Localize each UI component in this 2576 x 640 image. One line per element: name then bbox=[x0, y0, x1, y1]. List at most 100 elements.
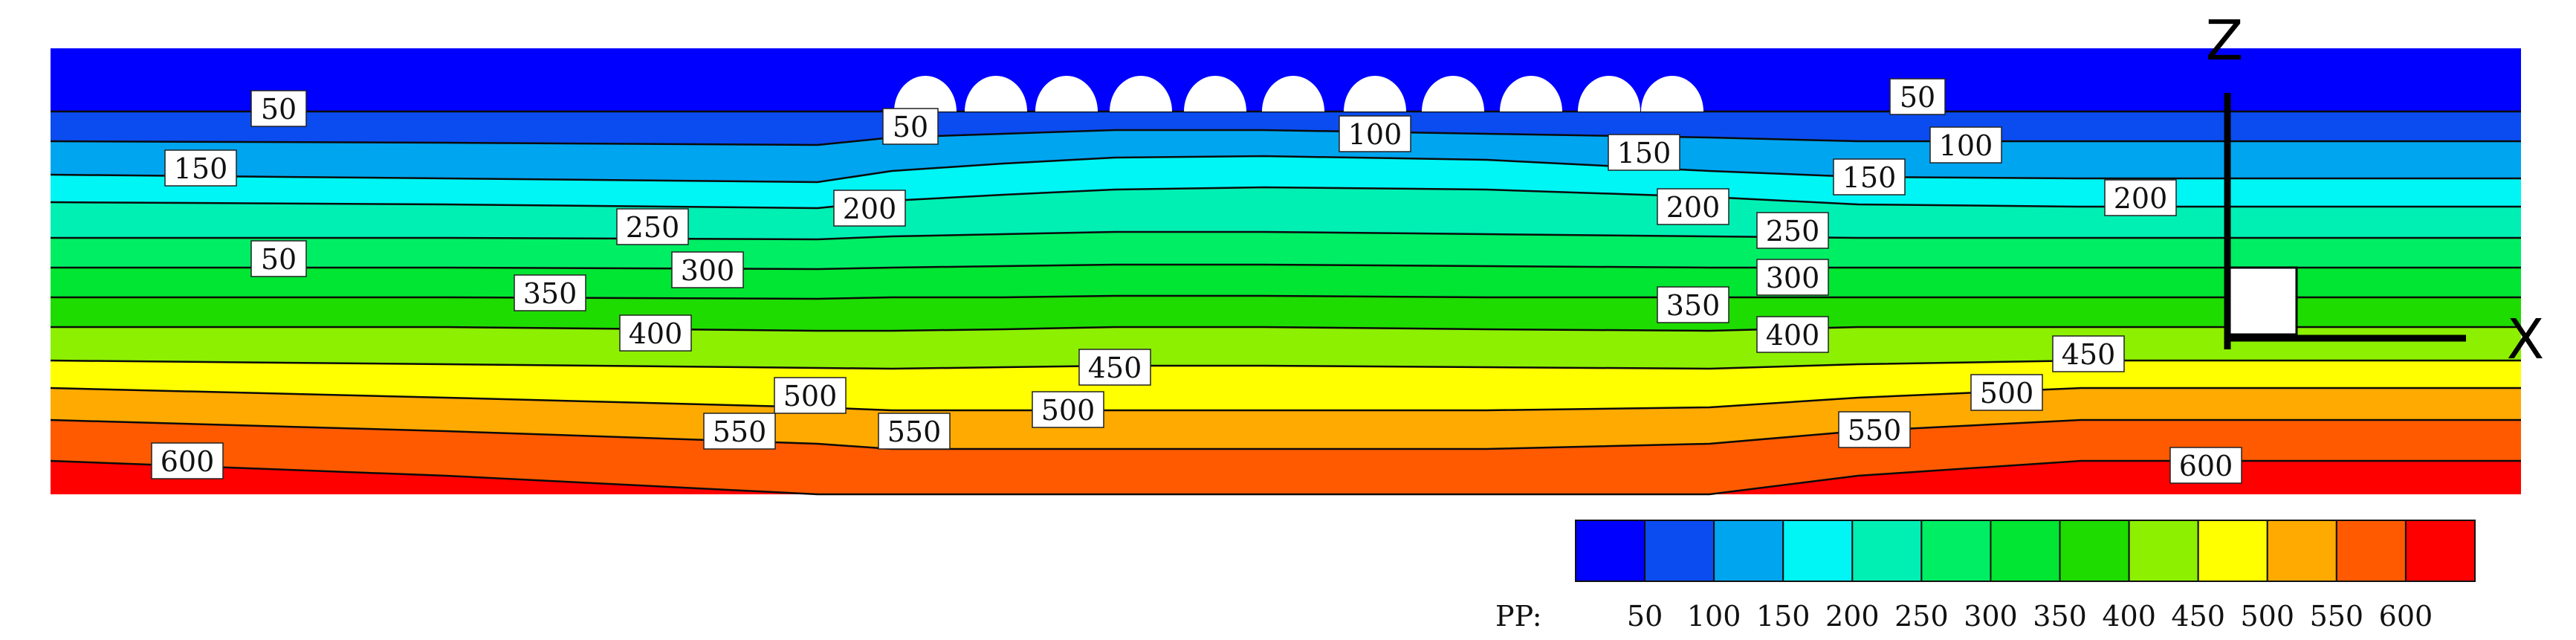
contour-label-text: 50 bbox=[1900, 81, 1935, 114]
contour-line bbox=[50, 359, 2521, 370]
colorbar-tick-label: 550 bbox=[2310, 600, 2364, 633]
contour-label: 100 bbox=[1339, 115, 1411, 152]
colorbar-swatch bbox=[2059, 520, 2130, 582]
contour-label-text: 300 bbox=[681, 254, 735, 287]
colorbar-tick-label: 500 bbox=[2241, 600, 2295, 633]
contour-label-text: 200 bbox=[1666, 191, 1721, 224]
contour-label: 50 bbox=[250, 240, 307, 277]
contour-label-text: 150 bbox=[1617, 137, 1672, 169]
contour-label-text: 500 bbox=[783, 380, 838, 413]
contour-label: 350 bbox=[1657, 286, 1729, 323]
contour-band bbox=[51, 296, 2521, 331]
colorbar-swatch bbox=[1851, 520, 1923, 582]
contour-label-text: 500 bbox=[1041, 394, 1096, 427]
contour-label: 150 bbox=[1608, 134, 1680, 171]
colorbar-tick-label: 150 bbox=[1756, 600, 1810, 633]
contour-label-text: 100 bbox=[1939, 129, 1993, 162]
contour-band bbox=[51, 388, 2521, 449]
contour-label: 400 bbox=[619, 314, 692, 352]
colorbar-tick-label: 100 bbox=[1687, 600, 1741, 633]
void-shape bbox=[1110, 76, 1172, 111]
contour-label-text: 300 bbox=[1766, 262, 1820, 294]
contour-label: 550 bbox=[878, 413, 951, 450]
axis-marker-box bbox=[2228, 266, 2298, 336]
contour-labels: 50 150 50 600 50 200 250 300 350 400 500 550 550 450 5… bbox=[151, 78, 2242, 484]
contour-label: 550 bbox=[703, 413, 776, 450]
contour-label-text: 550 bbox=[713, 416, 767, 448]
contour-label-text: 200 bbox=[2114, 182, 2168, 215]
contour-label-text: 100 bbox=[1348, 118, 1402, 151]
colorbar-tick-label: 400 bbox=[2102, 600, 2156, 633]
contour-label: 500 bbox=[1032, 391, 1104, 428]
x-axis-label: X bbox=[2507, 308, 2545, 372]
colorbar-label: PP: bbox=[1495, 600, 1542, 633]
colorbar-swatch bbox=[2128, 520, 2199, 582]
colorbar-tick-label: 350 bbox=[2033, 600, 2087, 633]
contour-label: 200 bbox=[1657, 188, 1729, 225]
void-shape bbox=[1035, 76, 1098, 111]
contour-band bbox=[51, 461, 2521, 494]
colorbar-swatch bbox=[1920, 520, 1992, 582]
contour-line bbox=[50, 129, 2521, 146]
void-shape bbox=[1578, 76, 1640, 111]
colorbar-swatch bbox=[2197, 520, 2268, 582]
contour-label: 500 bbox=[1970, 374, 2043, 411]
contour-label: 250 bbox=[1756, 212, 1829, 249]
contour-label: 50 bbox=[250, 90, 307, 127]
contour-label-text: 150 bbox=[174, 152, 228, 185]
contour-label-text: 550 bbox=[1848, 414, 1902, 447]
contour-band bbox=[51, 265, 2521, 299]
contour-label: 400 bbox=[1756, 316, 1829, 353]
contour-label: 150 bbox=[164, 149, 237, 187]
coordinate-system: ZX bbox=[2206, 9, 2545, 372]
contour-line bbox=[51, 294, 2521, 300]
colorbar-swatch bbox=[1575, 520, 1646, 582]
contour-label-text: 550 bbox=[887, 416, 942, 448]
contour-label-text: 400 bbox=[629, 317, 683, 350]
void-shape bbox=[1422, 76, 1484, 111]
colorbar: 50 100 150 200 250 300 350 400 450 500 550 600 PP: bbox=[1495, 520, 2476, 633]
contour-label-text: 500 bbox=[1980, 377, 2034, 410]
colorbar-swatch bbox=[1713, 520, 1784, 582]
contour-label-text: 600 bbox=[161, 445, 215, 478]
contour-label: 450 bbox=[2052, 335, 2125, 372]
colorbar-swatch bbox=[1644, 520, 1715, 582]
colorbar-swatch bbox=[2335, 520, 2407, 582]
contour-label: 50 bbox=[882, 108, 939, 145]
contour-label: 50 bbox=[1889, 78, 1946, 115]
contour-label: 300 bbox=[671, 251, 744, 288]
contour-label: 600 bbox=[151, 442, 224, 479]
contour-label: 100 bbox=[1929, 126, 2002, 164]
colorbar-swatch bbox=[2404, 520, 2476, 582]
contour-label-text: 50 bbox=[261, 93, 297, 126]
colorbar-tick-label: 250 bbox=[1894, 600, 1949, 633]
contour-line bbox=[51, 326, 2521, 332]
contour-line bbox=[50, 387, 2521, 412]
contour-line bbox=[51, 230, 2521, 241]
contour-label-text: 350 bbox=[1666, 289, 1721, 322]
contour-label-text: 50 bbox=[261, 243, 297, 276]
contour-label: 250 bbox=[616, 208, 689, 245]
colorbar-tick-label: 300 bbox=[1964, 600, 2018, 633]
contour-label-text: 350 bbox=[523, 277, 577, 310]
void-shape bbox=[1184, 76, 1246, 111]
z-axis-label: Z bbox=[2206, 9, 2244, 73]
contour-label: 200 bbox=[2104, 179, 2177, 216]
colorbar-swatch bbox=[2266, 520, 2337, 582]
contour-band bbox=[51, 361, 2521, 410]
void-shape bbox=[1641, 76, 1703, 111]
contour-band bbox=[51, 111, 2521, 145]
void-shape bbox=[1500, 76, 1562, 111]
contour-label-text: 600 bbox=[2179, 450, 2233, 482]
contour-label: 350 bbox=[514, 274, 586, 311]
contour-label: 500 bbox=[774, 377, 847, 414]
colorbar-tick-label: 200 bbox=[1825, 600, 1880, 633]
contour-label: 450 bbox=[1078, 349, 1151, 386]
colorbar-swatch bbox=[1990, 520, 2061, 582]
contour-label-text: 450 bbox=[1088, 352, 1142, 384]
contour-bands bbox=[50, 48, 2521, 496]
colorbar-tick-label: 450 bbox=[2171, 600, 2225, 633]
void-shape bbox=[965, 76, 1027, 111]
contour-label-text: 200 bbox=[843, 193, 897, 225]
